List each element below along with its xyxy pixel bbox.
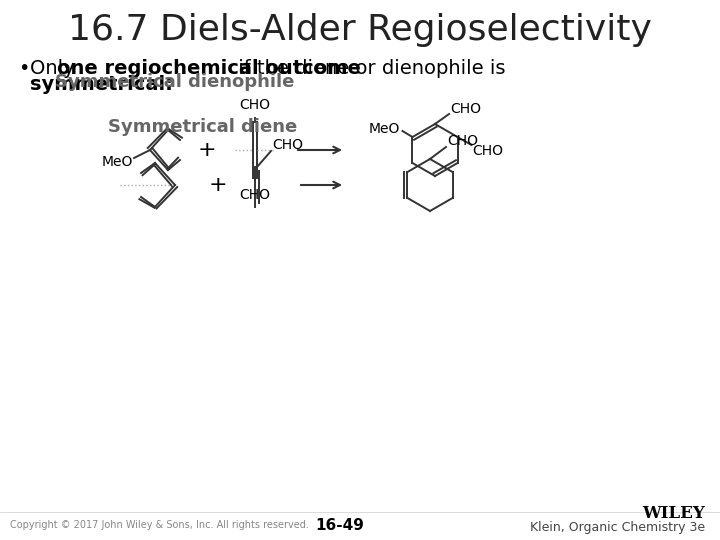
Text: Copyright © 2017 John Wiley & Sons, Inc. All rights reserved.: Copyright © 2017 John Wiley & Sons, Inc.…	[10, 520, 309, 530]
Text: one regiochemical outcome: one regiochemical outcome	[57, 58, 361, 78]
Text: MeO: MeO	[369, 122, 400, 136]
Text: +: +	[209, 175, 228, 195]
Text: 16-49: 16-49	[315, 517, 364, 532]
Text: symmetrical:: symmetrical:	[30, 75, 173, 93]
Text: WILEY: WILEY	[642, 505, 705, 523]
Text: CHO: CHO	[472, 144, 503, 158]
Text: Symmetrical diene: Symmetrical diene	[108, 118, 297, 136]
Text: 16.7 Diels-Alder Regioselectivity: 16.7 Diels-Alder Regioselectivity	[68, 13, 652, 47]
Text: CHO: CHO	[240, 98, 271, 112]
Text: if the diene or dienophile is: if the diene or dienophile is	[232, 58, 505, 78]
Text: Only: Only	[30, 58, 81, 78]
Text: Symmetrical dienophile: Symmetrical dienophile	[55, 73, 294, 91]
Text: MeO: MeO	[102, 155, 133, 169]
Text: •: •	[18, 58, 30, 78]
Text: CHO: CHO	[240, 188, 271, 202]
Text: CHO: CHO	[447, 134, 478, 148]
Text: Klein, Organic Chemistry 3e: Klein, Organic Chemistry 3e	[530, 522, 705, 535]
Text: CHO: CHO	[272, 138, 303, 152]
Text: CHO: CHO	[450, 102, 481, 116]
Text: +: +	[198, 140, 216, 160]
